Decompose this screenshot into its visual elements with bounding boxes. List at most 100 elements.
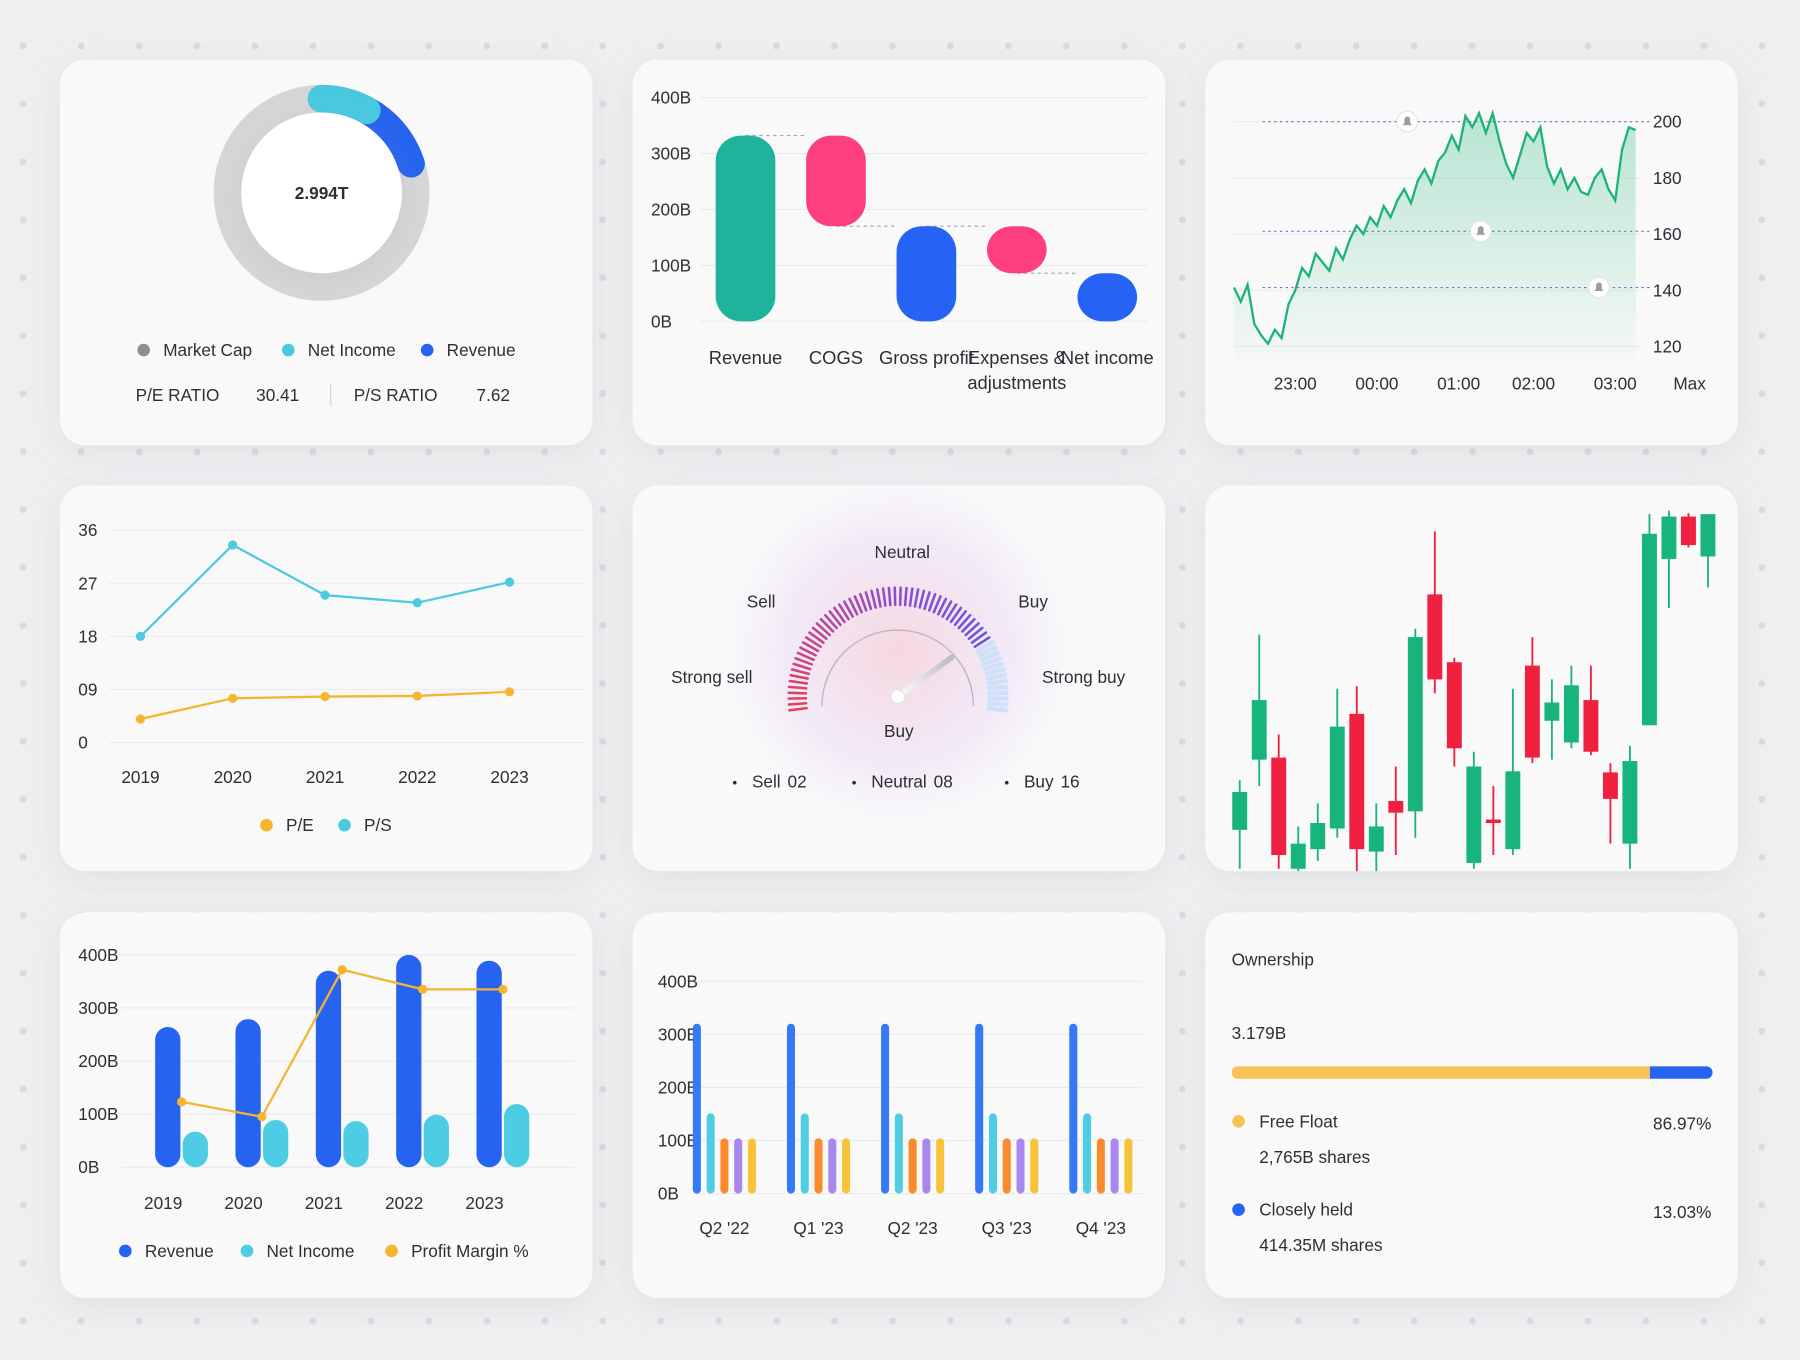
alert-bell [1476, 226, 1486, 235]
stat-value: 7.62 [477, 385, 510, 405]
gauge-tick [788, 706, 808, 712]
candle-body [1622, 761, 1638, 844]
ownership-segment [1231, 1066, 1650, 1079]
bar [476, 960, 502, 1168]
gauge-tick [964, 622, 980, 637]
x-tick-label: Q2 '22 [699, 1218, 749, 1238]
gauge-tick [985, 672, 1007, 681]
x-tick-label: 2023 [490, 767, 528, 787]
point [135, 631, 146, 641]
candle-body [1563, 685, 1579, 743]
point [228, 540, 238, 550]
bar [894, 1113, 903, 1194]
y-tick-label: 27 [78, 573, 97, 593]
gauge-tick [864, 591, 873, 611]
bar [720, 1138, 729, 1194]
gauge-tick [787, 701, 808, 706]
y-tick-label: 180 [1653, 168, 1682, 188]
bar [1016, 1138, 1025, 1194]
gauge-tick [876, 588, 882, 608]
bar [800, 1113, 809, 1194]
chart: 0 09 18 27 36 2019 2020 2021 2022 2023 P/E P/S [78, 520, 586, 835]
ownership-detail: 2,765B shares [1259, 1147, 1370, 1167]
candle-body [1544, 702, 1560, 721]
gauge-tick [973, 636, 991, 649]
y-tick-label: 140 [1653, 280, 1682, 300]
x-tick-label: 2023 [465, 1193, 503, 1213]
card [632, 912, 1166, 1299]
gauge-inner-arc [821, 629, 975, 706]
gauge-tick [833, 606, 846, 624]
chart: 0B 100B 200B 300B 400B Q2 '22 Q1 '23 Q2 '23 Q3 '… [658, 971, 1143, 1238]
gauge-tick [787, 691, 808, 695]
bar [1096, 1138, 1105, 1194]
count: Buy 16 [1024, 772, 1080, 792]
y-tick-label: 400B [651, 88, 691, 108]
x-tick-label: COGS [808, 348, 863, 369]
candle-body [1680, 516, 1696, 546]
gauge-tick [986, 700, 1009, 707]
gauge-tick [957, 613, 972, 630]
ownership-title: Ownership [1232, 949, 1314, 969]
x-tick-box: Revenue [709, 349, 783, 369]
y-tick-label: 200B [658, 1077, 698, 1097]
candle-body [1427, 594, 1443, 680]
y-tick-label: 18 [78, 626, 97, 646]
y-tick-label: 36 [78, 520, 97, 540]
gauge-tick [870, 589, 877, 609]
bar [1124, 1138, 1133, 1194]
x-tick-label: Expenses & adjustments [967, 348, 1067, 394]
x-tick-label: 02:00 [1512, 373, 1555, 393]
count-bullet [852, 780, 856, 785]
gauge-tick [801, 641, 820, 653]
card [1205, 912, 1738, 1299]
candle-body [1583, 700, 1599, 752]
ownership-value: 13.03% [1653, 1202, 1711, 1222]
gauge-reading: Buy [884, 721, 914, 741]
gauge-tick [941, 600, 953, 618]
x-tick-label: Net income [1060, 348, 1154, 369]
bar [504, 1104, 530, 1168]
bar [814, 1138, 823, 1194]
x-tick-label: 23:00 [1274, 373, 1317, 393]
point [320, 691, 330, 702]
candle-body [1349, 713, 1365, 850]
count-name: Neutral [871, 772, 926, 792]
point [257, 1112, 267, 1122]
line [1232, 109, 1637, 346]
bar [922, 1138, 931, 1194]
ownership: Ownership 3.179B Free Float 86.97% 2,765B sh… [1232, 949, 1713, 1255]
alert-bell [1594, 282, 1604, 291]
bar [1069, 1023, 1078, 1194]
gauge-tick [953, 610, 967, 627]
x-tick-label: 2020 [224, 1193, 262, 1213]
ownership-total: 3.179B [1232, 1023, 1287, 1043]
gauge-tick [815, 622, 831, 637]
count: Sell 02 [752, 772, 807, 792]
candle-body [1466, 766, 1482, 863]
gauge-tick [789, 673, 809, 680]
gauge-tick [945, 603, 958, 621]
chart [1232, 510, 1716, 872]
gauge-tick [982, 661, 1004, 672]
gauge-tick [792, 662, 812, 671]
candle-body [1271, 757, 1287, 856]
point [412, 598, 422, 608]
bar [182, 1131, 208, 1168]
point [504, 687, 515, 697]
point [417, 984, 428, 994]
legend-label: Profit Margin % [411, 1241, 529, 1261]
bar [715, 135, 776, 322]
ownership-name: Free Float [1259, 1111, 1338, 1131]
legend-label: P/S [364, 815, 392, 835]
x-tick-label: Gross profit [878, 348, 974, 369]
legend-label: Net Income [308, 340, 396, 360]
bar [396, 954, 422, 1168]
gauge-tick [808, 631, 825, 644]
card [59, 485, 593, 872]
point [412, 691, 422, 701]
y-tick-label: 160 [1653, 224, 1682, 244]
range-button[interactable]: Max [1673, 373, 1706, 393]
y-tick-label: 0B [651, 311, 672, 331]
gauge-zone-label: Neutral [875, 542, 930, 562]
